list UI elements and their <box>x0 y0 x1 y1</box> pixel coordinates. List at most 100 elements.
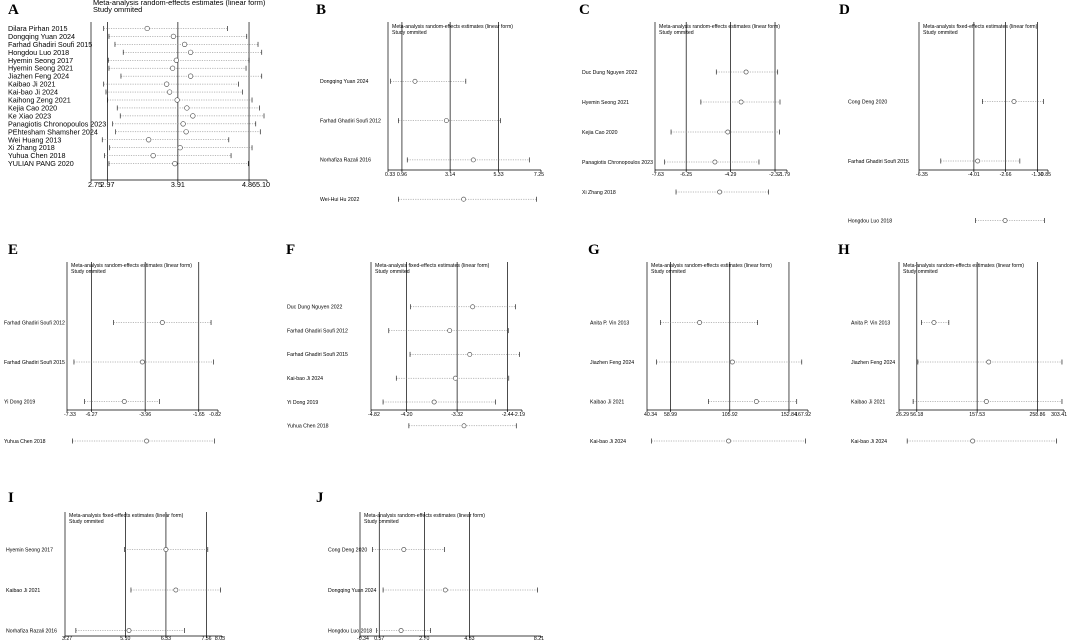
point-estimate <box>173 57 179 63</box>
x-tick-label: 2.75 <box>88 180 102 189</box>
point-estimate <box>743 69 749 75</box>
study-label: Wei-Hui Hu 2022 <box>320 197 360 203</box>
x-tick-label: -4.82 <box>368 412 380 418</box>
point-estimate <box>431 399 437 405</box>
study-label: Ke Xiao 2023 <box>8 111 51 120</box>
panel-letter: B <box>316 2 326 18</box>
point-estimate <box>180 121 186 127</box>
study-label: Dongqing Yuan 2024 <box>8 32 75 41</box>
study-label: Anita P. Vin 2013 <box>851 320 890 326</box>
point-estimate <box>986 359 992 365</box>
point-estimate <box>1011 99 1017 104</box>
x-tick-label: 105.92 <box>722 412 738 418</box>
x-tick-label: 5.10 <box>256 180 270 189</box>
study-label: Farhad Ghadiri Soufi 2015 <box>287 352 348 358</box>
x-tick-label: -0.82 <box>209 412 221 418</box>
point-estimate <box>697 320 702 325</box>
study-label: Cong Deng 2020 <box>328 547 367 553</box>
x-tick-label: 167.92 <box>795 412 811 418</box>
point-estimate <box>164 81 170 87</box>
study-label: Hyemin Seong 2021 <box>582 100 629 106</box>
forest-panel-h: H Meta-analysis random-effects estimates … <box>838 242 1067 445</box>
point-estimate <box>753 399 759 404</box>
study-label: Farhad Ghadiri Soufi 2015 <box>4 360 65 366</box>
point-estimate <box>184 105 190 111</box>
point-estimate <box>170 65 176 71</box>
x-tick-label: -4.29 <box>725 172 737 178</box>
point-estimate <box>183 129 189 135</box>
study-label: Hyemin Seong 2017 <box>8 56 73 65</box>
forest-panel-a: A Meta-analysis random-effects estimates … <box>8 0 270 189</box>
x-tick-label: -7.63 <box>652 172 664 178</box>
study-label: YULIAN PANG 2020 <box>8 159 74 168</box>
point-estimate <box>983 399 989 404</box>
point-estimate <box>144 438 149 444</box>
x-tick-label: 2.97 <box>100 180 114 189</box>
panel-title: Study ommited <box>651 269 686 275</box>
panel-title: Study ommited <box>659 30 694 36</box>
panel-letter: J <box>316 490 324 506</box>
x-tick-label: 8.03 <box>215 636 225 642</box>
study-label: Norhafiza Razali 2016 <box>320 158 371 164</box>
point-estimate <box>150 153 156 159</box>
point-estimate <box>725 129 731 135</box>
x-tick-label: -4.01 <box>968 172 980 178</box>
study-label: Kaibao Ji 2021 <box>851 399 885 405</box>
point-estimate <box>401 547 407 552</box>
study-label: Panagiotis Chronopoulos 2023 <box>582 160 653 166</box>
point-estimate <box>712 159 718 165</box>
study-label: Wei Huang 2013 <box>8 135 61 144</box>
study-label: Kai-bao Ji 2024 <box>8 88 58 97</box>
study-label: Jiazhen Feng 2024 <box>590 360 634 366</box>
x-tick-label: -2.32 <box>769 172 781 178</box>
forest-panel-d: D Meta-analysis fixed-effects estimates (… <box>839 2 1051 224</box>
study-label: Dongqing Yuan 2024 <box>328 588 376 594</box>
study-label: Yi Dong 2019 <box>287 400 318 406</box>
x-tick-label: 5.33 <box>493 172 503 178</box>
point-estimate <box>177 145 183 151</box>
study-label: Hongdou Luo 2018 <box>8 48 69 57</box>
x-tick-label: -6.27 <box>86 412 98 418</box>
point-estimate <box>412 78 418 84</box>
study-label: Kejia Cao 2020 <box>8 103 57 112</box>
point-estimate <box>717 189 723 195</box>
study-label: Yuhua Chen 2018 <box>4 439 46 445</box>
study-label: Kaibao Ji 2021 <box>590 399 624 405</box>
panel-title: Meta-analysis fixed-effects estimates (l… <box>69 513 184 519</box>
forest-panel-g: G Meta-analysis random-effects estimates … <box>588 242 811 445</box>
x-tick-label: -2.44 <box>502 412 514 418</box>
study-label: Jiazhen Feng 2024 <box>8 72 69 81</box>
forest-panel-i: I Meta-analysis fixed-effects estimates (… <box>6 490 225 642</box>
point-estimate <box>970 438 976 444</box>
study-label: Dongqing Yuan 2024 <box>320 79 368 85</box>
forest-panel-b: B Meta-analysis random-effects estimates … <box>316 2 544 203</box>
point-estimate <box>443 118 449 123</box>
study-label: Anita P. Vin 2013 <box>590 320 629 326</box>
panel-letter: G <box>588 242 600 258</box>
panel-title: Study ommited <box>364 519 399 525</box>
panel-letter: E <box>8 242 18 258</box>
panel-title: Study ommited <box>923 30 958 36</box>
point-estimate <box>174 97 180 103</box>
point-estimate <box>452 375 458 381</box>
panel-title: Study ommited <box>93 5 142 14</box>
x-tick-label: 0.57 <box>374 636 384 642</box>
x-tick-label: 4.83 <box>464 636 474 642</box>
study-label: Kejia Cao 2020 <box>582 130 618 136</box>
study-label: Farhad Ghadiri Soufi 2015 <box>8 40 92 49</box>
study-label: Kaibao Ji 2021 <box>6 588 40 594</box>
point-estimate <box>1002 218 1008 223</box>
point-estimate <box>144 25 150 32</box>
panel-title: Study ommited <box>71 269 106 275</box>
x-tick-label: 8.21 <box>534 636 544 642</box>
panel-title: Meta-analysis random-effects estimates (… <box>903 263 1024 269</box>
study-label: Farhad Ghadiri Soufi 2012 <box>4 320 65 326</box>
x-tick-label: -4.20 <box>401 412 413 418</box>
forest-panel-f: F Meta-analysis fixed-effects estimates (… <box>286 242 525 430</box>
x-tick-label: -1.79 <box>778 172 790 178</box>
x-tick-label: 3.27 <box>62 636 72 642</box>
x-tick-label: 7.56 <box>201 636 211 642</box>
study-label: Hongdou Luo 2018 <box>328 628 372 634</box>
point-estimate <box>173 587 179 593</box>
point-estimate <box>170 33 176 40</box>
